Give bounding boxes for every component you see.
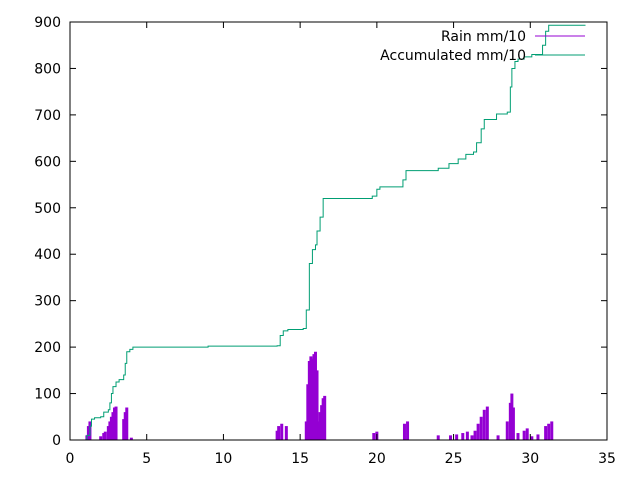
legend-entry-rain: Rain mm/10 (441, 29, 585, 45)
accumulated-series-line (85, 24, 586, 441)
y-tick-label: 300 (34, 294, 61, 310)
x-tick-label: 10 (215, 451, 233, 467)
y-tick-label: 900 (34, 15, 61, 31)
x-axis: 0 5 10 15 20 25 30 35 (66, 22, 616, 467)
y-tick-label: 500 (34, 201, 61, 217)
y-tick-label: 600 (34, 154, 61, 170)
y-tick-label: 100 (34, 387, 61, 403)
plot-area (85, 24, 586, 441)
plot-frame (69, 21, 608, 441)
x-tick-label: 20 (368, 451, 386, 467)
y-tick-label: 0 (52, 433, 61, 449)
x-tick-label: 0 (66, 451, 75, 467)
legend-label-rain: Rain mm/10 (441, 29, 526, 45)
legend-label-accumulated: Accumulated mm/10 (380, 48, 526, 64)
y-tick-label: 200 (34, 340, 61, 356)
x-tick-label: 30 (521, 451, 539, 467)
y-tick-label: 800 (34, 61, 61, 77)
legend: Rain mm/10 Accumulated mm/10 (380, 29, 585, 64)
rain-series (85, 351, 554, 440)
y-axis: 0 100 200 300 400 500 600 700 800 900 (34, 15, 607, 449)
x-tick-label: 25 (445, 451, 463, 467)
y-tick-label: 400 (34, 247, 61, 263)
x-tick-label: 35 (598, 451, 616, 467)
x-tick-label: 15 (291, 451, 309, 467)
legend-entry-accumulated: Accumulated mm/10 (380, 48, 585, 64)
x-tick-label: 5 (142, 451, 151, 467)
y-tick-label: 700 (34, 108, 61, 124)
